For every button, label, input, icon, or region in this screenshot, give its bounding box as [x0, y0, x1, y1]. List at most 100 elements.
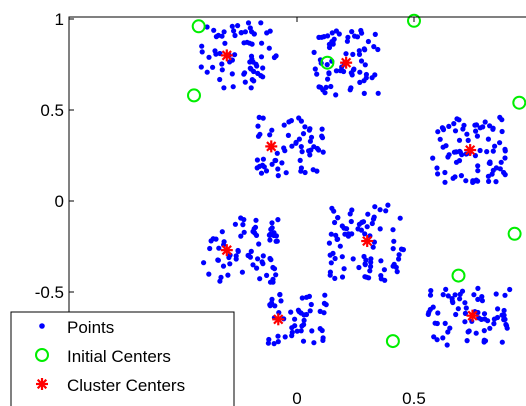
- cluster-centers-layer: [220, 49, 479, 326]
- data-point: [471, 178, 477, 184]
- data-point: [368, 256, 374, 262]
- data-point: [502, 292, 508, 298]
- data-point: [485, 136, 491, 142]
- data-point: [306, 127, 312, 133]
- data-point: [219, 61, 225, 67]
- data-point: [231, 28, 237, 34]
- data-point: [362, 47, 368, 53]
- data-point: [216, 245, 222, 251]
- data-point: [277, 291, 283, 298]
- data-point: [435, 171, 441, 177]
- data-point: [485, 318, 491, 324]
- data-point: [440, 127, 447, 133]
- data-point: [215, 257, 221, 263]
- data-point: [453, 311, 459, 318]
- data-point: [285, 132, 291, 138]
- data-point: [250, 262, 256, 268]
- data-point: [350, 256, 356, 262]
- legend-cluster-centers-marker: [36, 378, 48, 390]
- data-point: [254, 157, 260, 163]
- data-point: [295, 307, 301, 313]
- legend-initial-centers-marker: [35, 348, 49, 362]
- data-point: [445, 329, 451, 335]
- data-point: [336, 31, 342, 37]
- data-point: [486, 178, 492, 184]
- data-point: [298, 144, 304, 150]
- data-point: [492, 143, 498, 149]
- data-point: [497, 166, 503, 172]
- data-point: [215, 32, 221, 39]
- data-point: [319, 126, 325, 132]
- data-point: [375, 46, 381, 53]
- data-point: [495, 306, 501, 312]
- data-point: [273, 272, 279, 278]
- data-point: [307, 138, 313, 144]
- data-point: [260, 115, 266, 121]
- data-point: [362, 231, 368, 237]
- data-point: [356, 51, 363, 58]
- data-point: [256, 114, 262, 120]
- data-point: [232, 32, 238, 39]
- data-point: [316, 34, 322, 41]
- data-point: [362, 262, 368, 268]
- data-point: [473, 122, 480, 128]
- data-point: [335, 215, 341, 221]
- data-point: [339, 254, 345, 260]
- data-point: [339, 274, 346, 280]
- legend-star-icon: [36, 378, 48, 390]
- data-point: [300, 131, 307, 137]
- data-point: [297, 157, 303, 163]
- data-point: [267, 132, 273, 138]
- data-point: [232, 221, 238, 227]
- data-point: [364, 224, 370, 230]
- data-point: [447, 325, 453, 331]
- data-point: [349, 72, 355, 78]
- data-point: [347, 211, 353, 217]
- data-point: [301, 317, 307, 323]
- data-point: [263, 168, 270, 174]
- data-point: [425, 311, 431, 317]
- data-point: [345, 34, 351, 40]
- data-point: [269, 161, 275, 167]
- data-point: [320, 149, 326, 155]
- data-point: [475, 285, 481, 291]
- legend-points-marker: [39, 323, 45, 329]
- cluster-center-marker: [272, 313, 285, 326]
- cluster-center-marker: [464, 144, 477, 157]
- data-point: [221, 29, 227, 35]
- data-point: [396, 252, 402, 258]
- data-point: [328, 260, 334, 266]
- data-point: [442, 179, 448, 185]
- data-point: [207, 245, 213, 252]
- data-point: [257, 131, 263, 137]
- data-point: [240, 222, 246, 228]
- data-point: [356, 264, 362, 271]
- data-point: [230, 84, 236, 90]
- cluster-center-marker: [466, 309, 479, 322]
- data-point: [258, 20, 264, 26]
- data-point: [378, 258, 384, 264]
- data-point: [269, 300, 275, 306]
- data-point: [400, 247, 406, 253]
- data-point: [437, 136, 443, 142]
- data-point: [282, 148, 288, 154]
- data-point: [390, 227, 396, 233]
- data-point: [332, 275, 338, 281]
- data-point: [269, 225, 275, 231]
- data-point: [206, 271, 212, 277]
- data-point: [308, 134, 315, 140]
- data-point: [201, 260, 207, 266]
- data-point: [198, 64, 204, 70]
- data-point: [464, 131, 470, 137]
- data-point: [274, 238, 280, 244]
- y-tick-label: 1: [55, 10, 64, 29]
- data-point: [369, 220, 375, 227]
- data-point: [348, 85, 354, 91]
- data-point: [337, 243, 343, 249]
- data-point: [497, 114, 503, 120]
- data-point: [273, 53, 279, 59]
- data-point: [465, 137, 471, 143]
- data-point: [333, 68, 339, 74]
- data-point: [453, 159, 460, 165]
- data-point: [322, 90, 328, 96]
